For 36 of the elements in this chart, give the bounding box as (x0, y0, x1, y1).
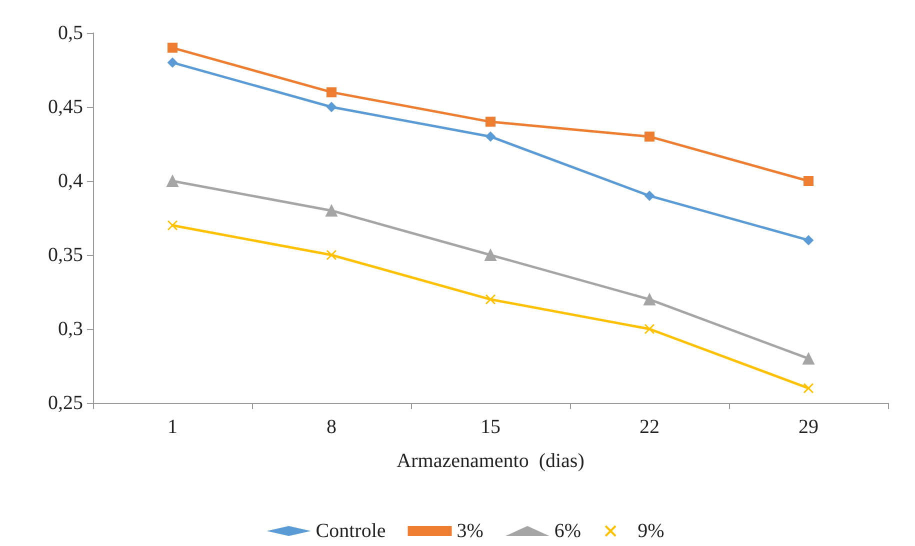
point (326, 204, 338, 217)
point (167, 220, 178, 231)
point (486, 116, 496, 127)
point (484, 249, 496, 261)
legend-label: Controle (316, 520, 386, 542)
y-tick-label: 0,35 (48, 244, 83, 266)
point (326, 87, 336, 98)
point (326, 250, 337, 260)
x-tick-label: 15 (480, 416, 500, 438)
point (804, 235, 814, 246)
y-tick-label: 0,25 (48, 392, 83, 414)
point (168, 58, 178, 68)
legend-label: 9% (638, 520, 664, 542)
legend-label: 3% (456, 520, 484, 542)
x-tick-label: 8 (326, 416, 336, 438)
point (644, 324, 655, 334)
point (802, 352, 814, 365)
point (644, 190, 654, 201)
legend-label: 6% (554, 520, 582, 542)
y-tick-label: 0,45 (48, 96, 83, 118)
point (804, 176, 814, 186)
x-tick-label: 22 (640, 416, 660, 438)
point (485, 294, 496, 305)
y-tick-label: 0,4 (58, 170, 83, 192)
point (803, 382, 814, 394)
x-tick-label: 1 (168, 416, 178, 438)
y-tick-label: 0,5 (58, 22, 83, 44)
point (644, 132, 654, 142)
point (486, 132, 496, 142)
point (168, 42, 178, 53)
y-tick-label: 0,3 (58, 318, 83, 340)
x-axis-title: Armazenamento (dias) (396, 450, 584, 472)
point (644, 293, 656, 306)
point (166, 175, 178, 187)
x-tick-label: 29 (798, 416, 818, 438)
point (326, 102, 336, 112)
